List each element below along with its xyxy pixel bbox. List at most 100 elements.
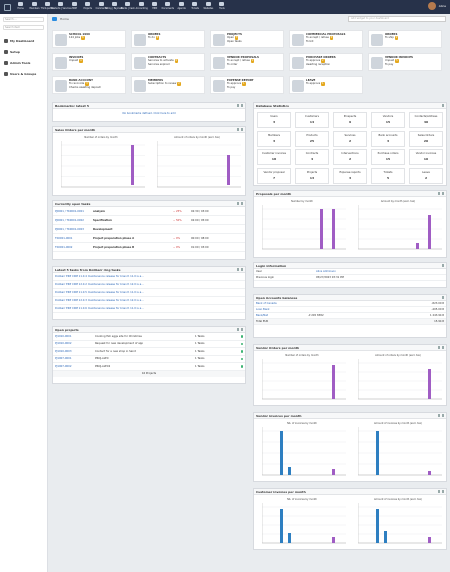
nav-item-websites[interactable]: Websites bbox=[201, 0, 214, 10]
stat-box[interactable]: Purchase orders 15 bbox=[371, 149, 405, 165]
nav-item-billing-payment[interactable]: Billing | Payment bbox=[105, 0, 123, 10]
ticket-row[interactable]: Dolibarr ERP CRM 12.0.2 maintenance rele… bbox=[53, 281, 245, 289]
ticket-link[interactable]: Dolibarr ERP CRM 11.0.5 maintenance rele… bbox=[55, 291, 144, 294]
stat-box[interactable]: Prospects 9 bbox=[333, 112, 367, 128]
nav-item-tickets[interactable]: Tickets bbox=[188, 0, 201, 10]
tile-line[interactable]: To pay bbox=[385, 62, 394, 66]
tile-badge[interactable]: 8 bbox=[155, 36, 160, 40]
task-row[interactable]: PJ0001 / TK0001-0002 Specification ~ 50% 02… bbox=[53, 216, 245, 225]
nav-item-banks-cash[interactable]: Banks | Cash bbox=[121, 0, 135, 10]
stat-box[interactable]: Vendor invoices 10 bbox=[409, 149, 443, 165]
ticket-link[interactable]: Dolibarr ERP CRM 11.0.4 maintenance rele… bbox=[55, 275, 144, 278]
tile-badge[interactable]: 3 bbox=[234, 36, 239, 40]
nav-item-products-services[interactable]: Products | Services bbox=[51, 0, 71, 10]
stat-box[interactable]: Customer invoices 18 bbox=[257, 149, 291, 165]
tile-line[interactable]: Open bbox=[227, 36, 234, 40]
tile-badge[interactable]: 2 bbox=[177, 82, 181, 86]
tile[interactable]: VENDOR INVOICES Unpaid 5 To pay bbox=[368, 53, 442, 71]
stat-box[interactable]: Contacts/Address 40 bbox=[409, 112, 443, 128]
tile-line[interactable]: To do bbox=[148, 36, 155, 40]
nav-item-tools[interactable]: Tools bbox=[215, 0, 228, 10]
tile[interactable]: BANK ACCOUNT To reconcile 3 Checks awaitin… bbox=[52, 76, 126, 94]
stat-box[interactable]: Customers 14 bbox=[295, 112, 329, 128]
account-name[interactable]: Bank/Nat bbox=[256, 314, 268, 317]
filter-icon[interactable] bbox=[437, 490, 440, 493]
project-row[interactable]: PJ1907-0002 PROJ-ALEX2 1 Tasks bbox=[53, 363, 245, 371]
tile-badge[interactable]: 1 bbox=[250, 59, 255, 63]
tile-line[interactable]: To bill bbox=[306, 39, 314, 43]
tile-badge[interactable]: 8 bbox=[80, 36, 85, 40]
project-ref[interactable]: PJ1910-0003 bbox=[55, 349, 72, 353]
project-row[interactable]: PJ1910-0002 Request for new development o… bbox=[53, 341, 245, 348]
stat-box[interactable]: Sales Orders 20 bbox=[409, 130, 443, 147]
user-menu[interactable]: Alice bbox=[427, 2, 446, 10]
stat-box[interactable]: Users 3 bbox=[257, 112, 291, 128]
tile[interactable]: ORDERS To do 8 bbox=[131, 30, 205, 48]
close-icon[interactable] bbox=[240, 128, 243, 131]
tile[interactable]: LEAVE To approve 1 bbox=[289, 76, 363, 94]
close-icon[interactable] bbox=[441, 104, 444, 107]
close-icon[interactable] bbox=[441, 192, 444, 195]
project-ref[interactable]: PJ1907-0001 bbox=[55, 357, 72, 361]
filter-icon[interactable] bbox=[437, 414, 440, 417]
stat-box[interactable]: Projects 13 bbox=[295, 167, 329, 184]
nav-item-documents[interactable]: Documents bbox=[161, 0, 174, 10]
stat-box[interactable]: Contracts 4 bbox=[295, 149, 329, 165]
tile-line[interactable]: To ship bbox=[385, 36, 394, 40]
account-name[interactable]: Loan Bank bbox=[256, 308, 270, 311]
tile-line[interactable]: To order bbox=[227, 62, 238, 66]
tile-line[interactable]: 124 Jobs bbox=[69, 36, 81, 40]
task-ref[interactable]: PJ0001 / TK0001-0001 bbox=[55, 209, 84, 213]
tile[interactable]: MEMBERS Subscription to renew 2 bbox=[131, 76, 205, 94]
task-ref[interactable]: TK0001-0002 bbox=[55, 245, 73, 249]
sidebar-search-input-2[interactable]: Search item bbox=[3, 25, 44, 30]
tile-badge[interactable]: 1 bbox=[242, 82, 246, 86]
tile-line[interactable]: To approve bbox=[306, 59, 321, 63]
ticket-row[interactable]: Dolibarr ERP CRM 12.0.3 maintenance rele… bbox=[53, 297, 245, 305]
nav-item-agenda[interactable]: Agenda bbox=[175, 0, 188, 10]
account-row[interactable]: Bank/Nat -1'245 8382 1 243.94 € bbox=[254, 313, 446, 319]
nav-item-members[interactable]: Members bbox=[27, 0, 40, 10]
filter-icon[interactable] bbox=[236, 128, 239, 131]
nav-item-home[interactable]: Home bbox=[14, 0, 27, 10]
tile-line[interactable]: Unpaid bbox=[69, 59, 79, 63]
project-row[interactable]: PJ1907-0001 PROJ-ALEX 1 Tasks bbox=[53, 356, 245, 363]
tile-badge[interactable]: 5 bbox=[394, 59, 399, 63]
stat-box[interactable]: Products 25 bbox=[295, 130, 329, 147]
stat-box[interactable]: Leave 2 bbox=[409, 167, 443, 184]
filter-icon[interactable] bbox=[236, 268, 239, 271]
project-ref[interactable]: PJ1907-0002 bbox=[55, 364, 72, 368]
filter-icon[interactable] bbox=[437, 346, 440, 349]
close-icon[interactable] bbox=[441, 490, 444, 493]
stat-box[interactable]: Bank accounts 3 bbox=[371, 130, 405, 147]
task-ref[interactable]: PJ0001 / TK0001-0002 bbox=[55, 218, 84, 222]
collapse-icon[interactable] bbox=[236, 104, 239, 107]
sidebar-item-setup[interactable]: Setup bbox=[4, 47, 43, 56]
nav-item-mrp[interactable]: MRP bbox=[68, 0, 81, 10]
close-icon[interactable] bbox=[441, 414, 444, 417]
stat-box[interactable]: Interventions 2 bbox=[333, 149, 367, 165]
home-icon[interactable] bbox=[52, 17, 57, 21]
task-row[interactable]: TK0001-0001 Project preparation phase A ~ … bbox=[53, 234, 245, 243]
account-row[interactable]: Loan Bank -405.00 € bbox=[254, 307, 446, 313]
add-widget-select[interactable]: Add widget to your dashboard bbox=[348, 16, 446, 22]
user-link[interactable]: Alice Adminson bbox=[316, 270, 336, 273]
nav-item-third-parties[interactable]: Third-parties bbox=[41, 0, 54, 10]
ticket-link[interactable]: Dolibarr ERP CRM 11.0.6 maintenance rele… bbox=[55, 307, 144, 310]
project-ref[interactable]: PJ1910-0002 bbox=[55, 342, 72, 346]
tile-badge[interactable]: 2 bbox=[174, 59, 179, 63]
ticket-link[interactable]: Dolibarr ERP CRM 12.0.2 maintenance rele… bbox=[55, 283, 144, 286]
nav-item-accounting[interactable]: Accounting bbox=[135, 0, 148, 10]
tile-badge[interactable]: 4 bbox=[78, 59, 83, 63]
user-name[interactable]: Alice bbox=[438, 4, 446, 8]
task-row[interactable]: TK0001-0002 Project preparation phase B ~ … bbox=[53, 243, 245, 252]
app-logo[interactable] bbox=[0, 0, 14, 14]
project-row[interactable]: PJ1910-0003 Contact for a new shop in Sai… bbox=[53, 348, 245, 356]
close-icon[interactable] bbox=[441, 264, 444, 267]
account-row[interactable]: Bank of Canada -823.00 € bbox=[254, 301, 446, 307]
tile[interactable]: INVOICES Unpaid 4 bbox=[52, 53, 126, 71]
tile-line[interactable]: To accept / refuse bbox=[227, 59, 250, 63]
tile[interactable]: PROJECTS Open 3 Open tasks bbox=[210, 30, 284, 48]
add-bookmark-link[interactable]: No bookmarks defined. Click here to add bbox=[122, 112, 176, 115]
panel-tools[interactable] bbox=[236, 104, 243, 107]
